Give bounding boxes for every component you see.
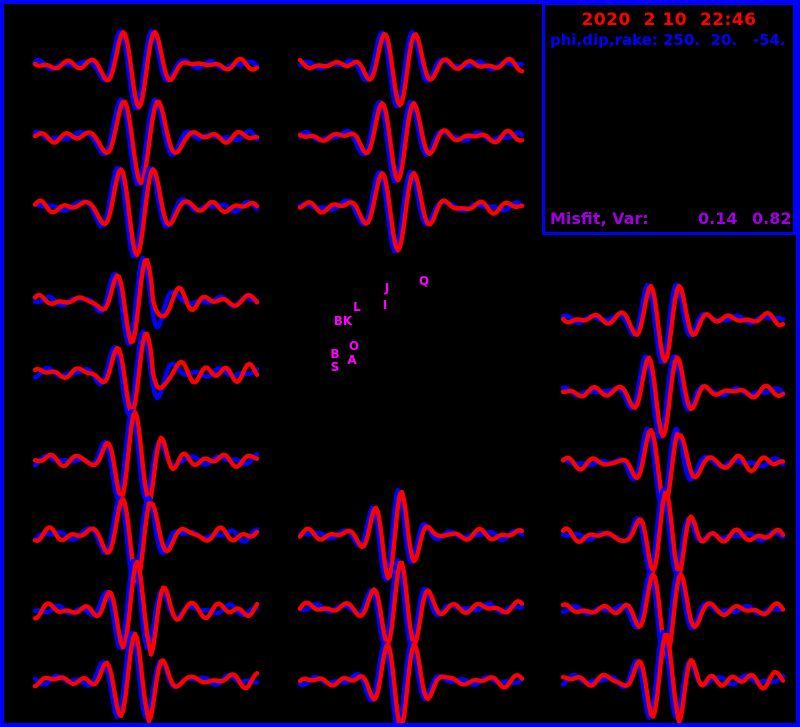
observed-trace-4	[32, 329, 260, 417]
synthetic-trace-16	[560, 355, 786, 439]
mechanism-label: phi,dip,rake:	[550, 31, 658, 49]
synthetic-trace-17	[560, 427, 786, 508]
station-label-b: B	[330, 347, 340, 361]
station-label-s: S	[330, 360, 340, 374]
station-label-j: J	[384, 281, 390, 295]
origin-time-label: 2020 2 10 22:46	[581, 10, 757, 30]
synthetic-trace-1	[32, 99, 260, 186]
variance-value: 0.82	[752, 209, 792, 228]
synthetic-trace-5	[32, 409, 260, 507]
synthetic-trace-11	[297, 170, 525, 253]
station-label-a: A	[347, 353, 357, 367]
station-label-bk: BK	[333, 314, 353, 328]
misfit-value: 0.14	[698, 209, 738, 228]
synthetic-trace-13	[297, 560, 525, 647]
synthetic-trace-10	[297, 101, 525, 183]
synthetic-trace-20	[560, 632, 786, 725]
station-label-q: Q	[418, 274, 430, 288]
mechanism-line: phi,dip,rake: 250. 20. -54.	[550, 31, 786, 49]
synthetic-trace-0	[32, 29, 260, 110]
station-label-l: L	[353, 300, 361, 314]
synthetic-trace-9	[297, 31, 525, 108]
misfit-line: Misfit, Var: 0.14 0.82	[550, 209, 792, 228]
mechanism-values: 250. 20. -54.	[657, 31, 786, 49]
synthetic-trace-6	[32, 496, 260, 584]
synthetic-trace-8	[32, 631, 260, 724]
synthetic-trace-3	[32, 257, 260, 345]
synthetic-trace-4	[32, 331, 260, 415]
misfit-label: Misfit, Var:	[550, 209, 649, 228]
synthetic-trace-19	[560, 572, 786, 659]
synthetic-trace-7	[32, 559, 260, 657]
synthetic-trace-15	[560, 283, 786, 364]
solution-info-box: 2020 2 10 22:46 phi,dip,rake: 250. 20. -…	[542, 2, 796, 235]
station-label-i: I	[382, 298, 388, 312]
synthetic-trace-18	[560, 490, 786, 578]
synthetic-trace-2	[32, 167, 260, 258]
observed-trace-6	[32, 495, 260, 585]
synthetic-trace-14	[297, 642, 525, 727]
synthetic-trace-12	[297, 489, 525, 581]
station-label-o: O	[348, 339, 360, 353]
